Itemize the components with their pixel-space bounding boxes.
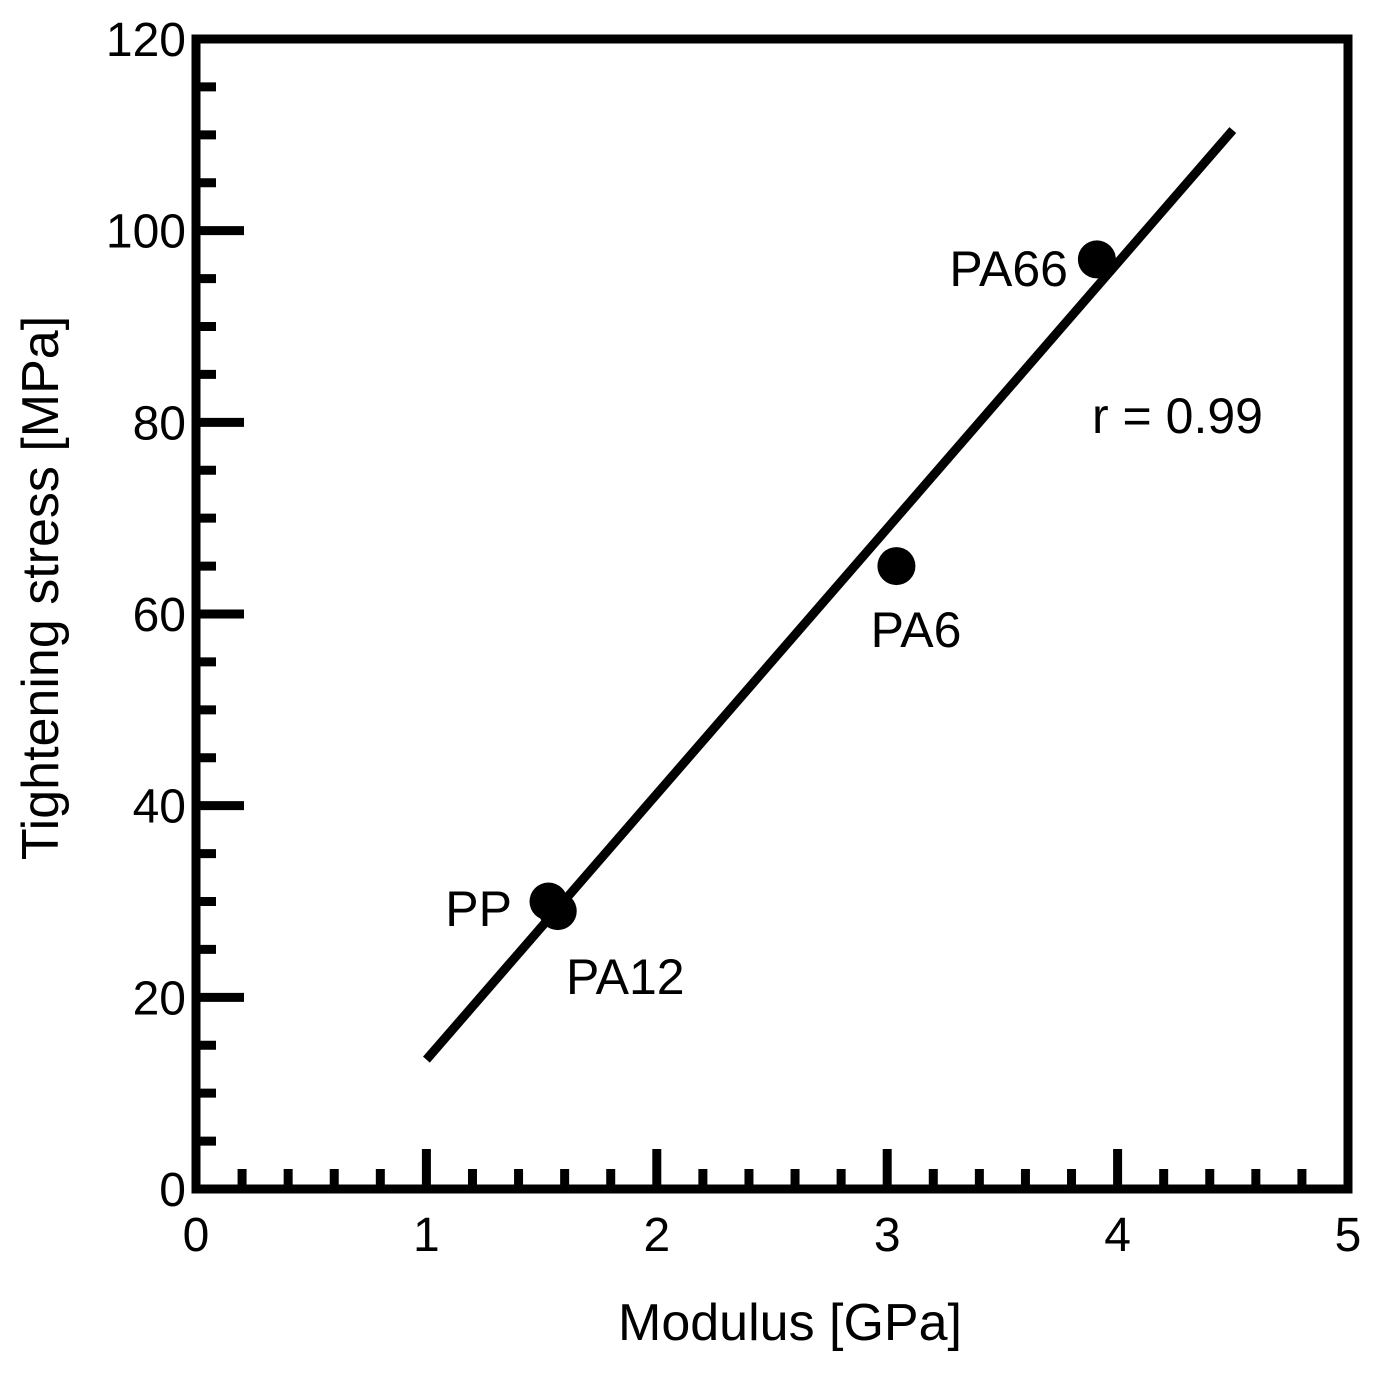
y-tick-label: 120 — [106, 14, 186, 67]
x-tick-label: 1 — [413, 1209, 440, 1262]
data-point-pa12 — [538, 892, 577, 931]
correlation-annotation: r = 0.99 — [1092, 388, 1263, 444]
y-axis-title: Tightening stress [MPa] — [12, 316, 70, 860]
y-tick-label: 80 — [133, 397, 186, 450]
x-tick-label: 3 — [874, 1209, 901, 1262]
y-tick-label: 0 — [159, 1164, 186, 1217]
ticks-layer — [191, 34, 1353, 1194]
x-axis-title: Modulus [GPa] — [618, 1294, 962, 1352]
point-labels-layer: PP PA12 PA6 PA66 — [445, 241, 1068, 1005]
x-tick-labels: 0 1 2 3 4 5 — [183, 1209, 1362, 1262]
data-point-pa6 — [877, 547, 916, 586]
x-tick-label: 4 — [1104, 1209, 1131, 1262]
y-tick-label: 60 — [133, 589, 186, 642]
point-label-pa6: PA6 — [871, 602, 962, 658]
x-tick-label: 5 — [1335, 1209, 1362, 1262]
point-label-pa12: PA12 — [566, 949, 685, 1005]
x-tick-label: 2 — [643, 1209, 670, 1262]
plot-frame — [191, 34, 1353, 1194]
point-label-pa66: PA66 — [949, 241, 1068, 297]
data-points-layer — [529, 240, 1116, 931]
data-point-pa66 — [1077, 240, 1116, 279]
y-tick-label: 40 — [133, 781, 186, 834]
y-tick-label: 100 — [106, 206, 186, 259]
y-tick-labels: 0 20 40 60 80 100 120 — [106, 14, 186, 1217]
point-label-pp: PP — [445, 881, 512, 937]
y-tick-label: 20 — [133, 972, 186, 1025]
x-tick-label: 0 — [183, 1209, 210, 1262]
